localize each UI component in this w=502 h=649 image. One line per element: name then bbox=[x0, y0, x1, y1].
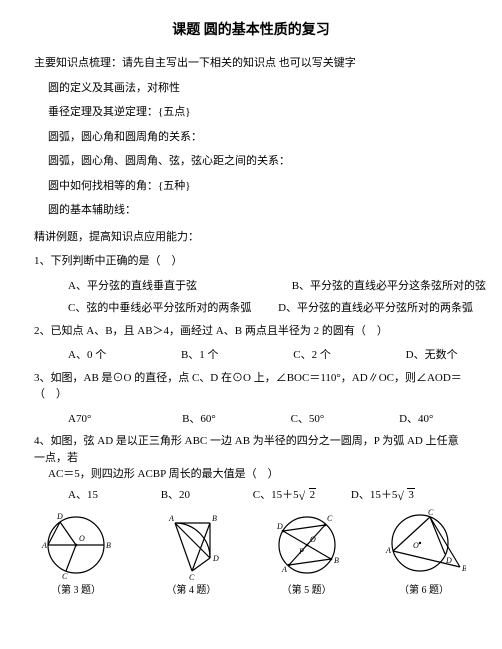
q4-stem-line1: 4、如图，弦 AD 是以正三角形 ABC 一边 AB 为半径的四分之一圆周，P … bbox=[34, 433, 468, 466]
svg-text:B: B bbox=[212, 514, 217, 523]
q2-opt-b: B、1 个 bbox=[181, 347, 219, 364]
figure-5: D C A B O P （第 5 题） bbox=[267, 509, 347, 598]
knowledge-item: 圆的基本辅助线： bbox=[34, 202, 468, 219]
figure-6: A C B D O （第 6 题） bbox=[382, 509, 466, 598]
circle-chords-icon: D C A B O P bbox=[267, 509, 347, 581]
exercises-heading: 精讲例题，提高知识点应用能力： bbox=[34, 229, 468, 246]
q2-stem: 2、已知点 A、B，且 AB＞4，画经过 A、B 两点且半径为 2 的圆有（ ） bbox=[34, 323, 468, 340]
figure-caption: （第 5 题） bbox=[267, 583, 347, 598]
q4-opt-d: D、15＋53 bbox=[351, 487, 415, 504]
q1-opt-d: D、平分弦的直线必平分弦所对的两条弧 bbox=[278, 300, 473, 317]
svg-text:O: O bbox=[413, 541, 419, 550]
q3-opt-a: A70° bbox=[68, 411, 91, 428]
triangle-arc-icon: A B D C bbox=[151, 509, 231, 581]
svg-text:D: D bbox=[212, 554, 219, 563]
svg-text:P: P bbox=[298, 547, 304, 556]
q4-opt-b: B、20 bbox=[161, 487, 190, 504]
q2-opt-d: D、无数个 bbox=[406, 347, 458, 364]
figure-4: A B D C （第 4 题） bbox=[151, 509, 231, 598]
svg-text:O: O bbox=[310, 535, 316, 544]
q1-stem: 1、下列判断中正确的是（ ） bbox=[34, 253, 468, 270]
q3-stem: 3、如图，AB 是⊙O 的直径，点 C、D 在⊙O 上，∠BOC＝110°，AD… bbox=[34, 370, 468, 403]
knowledge-item: 垂径定理及其逆定理：{五点} bbox=[34, 104, 468, 121]
svg-text:B: B bbox=[462, 564, 466, 573]
svg-text:C: C bbox=[62, 572, 68, 581]
knowledge-item: 圆中如何找相等的角：{五种} bbox=[34, 178, 468, 195]
svg-text:B: B bbox=[334, 556, 339, 565]
q3-opt-d: D、40° bbox=[399, 411, 433, 428]
svg-text:A: A bbox=[41, 541, 47, 550]
figure-row: A B D C O （第 3 题） A B D C （第 4 题） bbox=[34, 509, 468, 598]
knowledge-item: 圆弧，圆心角和圆周角的关系： bbox=[34, 129, 468, 146]
q3-opt-c: C、50° bbox=[291, 411, 325, 428]
q3-opt-b: B、60° bbox=[182, 411, 216, 428]
figure-caption: （第 3 题） bbox=[36, 583, 116, 598]
figure-3: A B D C O （第 3 题） bbox=[36, 509, 116, 598]
q1-opt-c: C、弦的中垂线必平分弦所对的两条弧 bbox=[68, 300, 251, 317]
circle-triangle-icon: A C B D O bbox=[382, 509, 466, 581]
svg-text:C: C bbox=[428, 509, 434, 517]
svg-text:D: D bbox=[56, 512, 63, 521]
svg-text:A: A bbox=[281, 565, 287, 574]
q4-opt-c: C、15＋52 bbox=[253, 487, 316, 504]
q4-stem-line2: AC＝5，则四边形 ACBP 周长的最大值是（ ） bbox=[34, 466, 468, 483]
knowledge-item: 圆的定义及其画法，对称性 bbox=[34, 80, 468, 97]
svg-text:B: B bbox=[106, 541, 111, 550]
q2-opt-a: A、0 个 bbox=[68, 347, 106, 364]
svg-text:D: D bbox=[276, 522, 283, 531]
svg-text:D: D bbox=[445, 556, 452, 565]
svg-text:O: O bbox=[79, 534, 85, 543]
intro-heading: 主要知识点梳理：请先自主写出一下相关的知识点 也可以写关键字 bbox=[34, 55, 468, 72]
circle-diagram-icon: A B D C O bbox=[36, 509, 116, 581]
page-title: 课题 圆的基本性质的复习 bbox=[34, 20, 468, 41]
svg-text:A: A bbox=[385, 546, 391, 555]
q2-opt-c: C、2 个 bbox=[293, 347, 331, 364]
svg-text:A: A bbox=[168, 514, 174, 523]
figure-caption: （第 4 题） bbox=[151, 583, 231, 598]
q1-opt-b: B、平分弦的直线必平分这条弦所对的弦 bbox=[292, 278, 486, 295]
knowledge-item: 圆弧，圆心角、圆周角、弦，弦心距之间的关系： bbox=[34, 153, 468, 170]
figure-caption: （第 6 题） bbox=[382, 583, 466, 598]
svg-text:C: C bbox=[189, 573, 195, 581]
q4-opt-a: A、15 bbox=[68, 487, 98, 504]
q1-opt-a: A、平分弦的直线垂直于弦 bbox=[68, 278, 197, 295]
svg-text:C: C bbox=[327, 514, 333, 523]
